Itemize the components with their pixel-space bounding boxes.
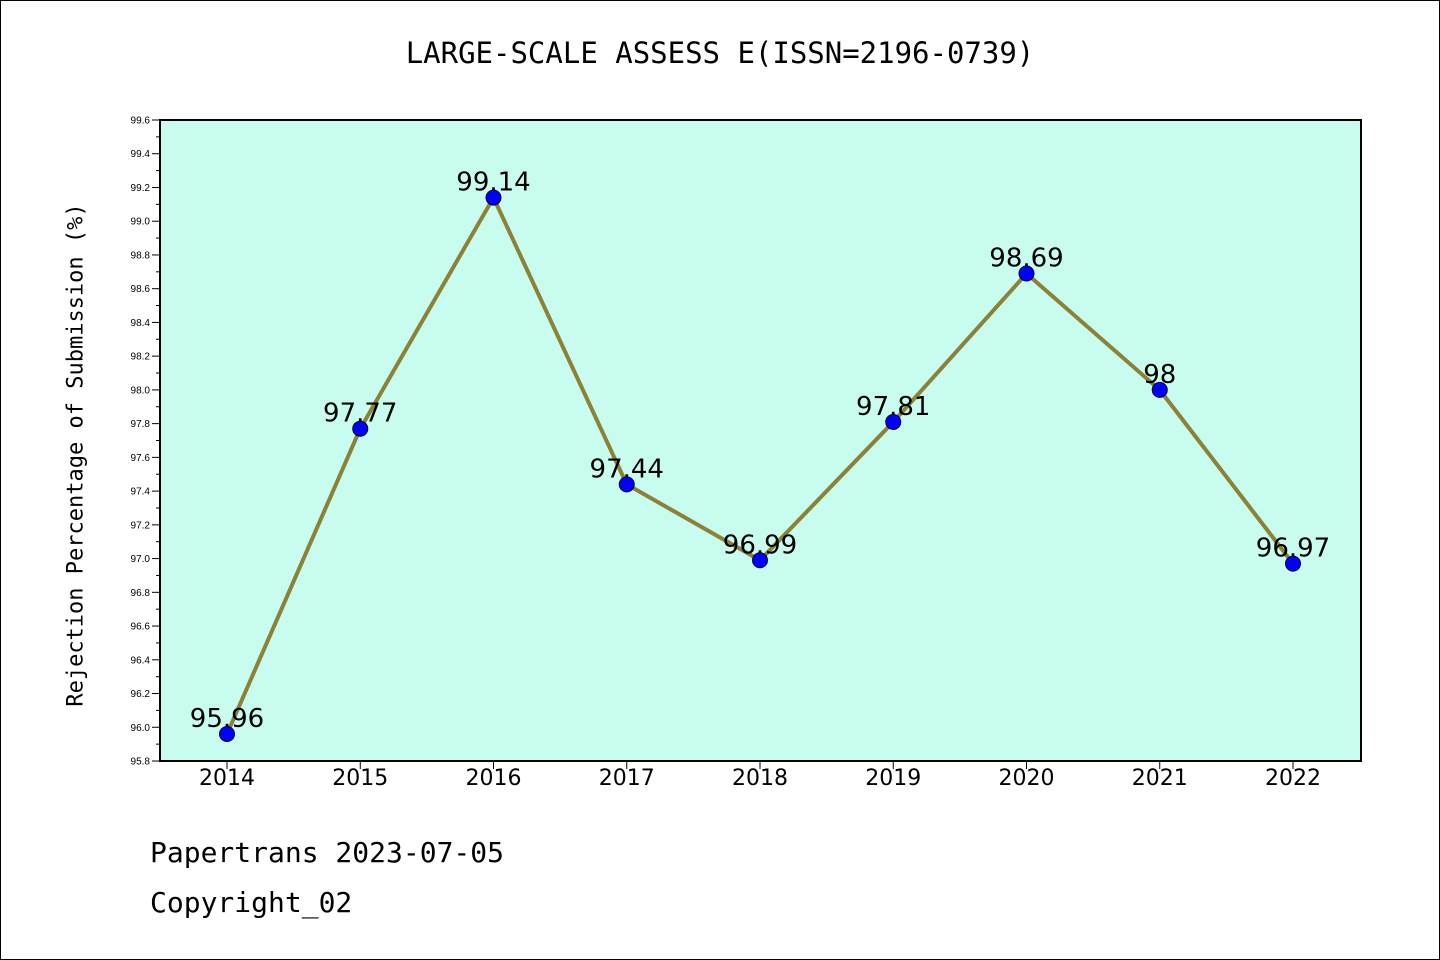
data-point-marker: [1018, 265, 1035, 282]
y-tick-label: 96.2: [131, 689, 151, 700]
data-label: 98.69: [989, 244, 1063, 274]
data-point-marker: [618, 476, 635, 493]
y-tick-label: 99.4: [131, 149, 151, 160]
data-point-marker: [485, 189, 502, 206]
data-point-marker: [352, 420, 369, 437]
footer-date: Papertrans 2023-07-05: [150, 836, 505, 869]
y-tick-label: 96.4: [131, 655, 151, 666]
y-tick-label: 97.4: [131, 487, 151, 498]
data-label: 96.97: [1256, 534, 1330, 564]
x-tick-label: 2016: [466, 766, 522, 791]
y-tick-label: 97.2: [131, 520, 151, 531]
data-label: 99.14: [456, 168, 530, 198]
y-tick-label: 98.6: [131, 284, 151, 295]
data-point-marker: [1151, 381, 1168, 398]
x-tick-label: 2021: [1132, 766, 1188, 791]
y-tick-label: 95.8: [131, 757, 151, 768]
chart-title: LARGE-SCALE ASSESS E(ISSN=2196-0739): [405, 36, 1035, 70]
y-tick-label: 97.6: [131, 453, 151, 464]
data-label: 96.99: [723, 530, 797, 560]
x-tick-label: 2020: [999, 766, 1055, 791]
y-tick-label: 98.2: [131, 352, 151, 363]
x-tick-label: 2018: [732, 766, 788, 791]
y-tick-label: 99.6: [131, 116, 151, 127]
y-tick-label: 98.8: [131, 250, 151, 261]
data-point-marker: [752, 552, 768, 569]
y-tick-label: 99.2: [131, 183, 151, 194]
y-tick-label: 97.8: [131, 419, 151, 430]
y-tick-label: 98.0: [131, 385, 151, 396]
data-label: 97.44: [590, 454, 664, 484]
footer-copyright: Copyright_02: [150, 886, 353, 919]
x-tick-label: 2015: [332, 766, 388, 791]
y-tick-label: 98.4: [131, 318, 151, 329]
data-label: 95.96: [190, 704, 264, 734]
x-tick-label: 2022: [1265, 766, 1321, 791]
data-label: 98: [1143, 360, 1176, 390]
data-point-marker: [1285, 555, 1301, 572]
data-point-marker: [885, 413, 902, 430]
data-label: 97.77: [323, 399, 397, 429]
data-label: 97.81: [856, 392, 930, 422]
data-point-marker: [219, 726, 235, 743]
y-tick-label: 96.6: [131, 622, 151, 633]
x-tick-label: 2019: [865, 766, 921, 791]
plot-area: [160, 120, 1361, 761]
y-tick-label: 96.0: [131, 723, 151, 734]
plot-border: [159, 119, 1362, 762]
y-tick-label: 97.0: [131, 554, 151, 565]
y-tick-label: 99.0: [131, 217, 151, 228]
x-tick-label: 2014: [199, 766, 255, 791]
x-tick-label: 2017: [599, 766, 655, 791]
y-tick-label: 96.8: [131, 588, 151, 599]
